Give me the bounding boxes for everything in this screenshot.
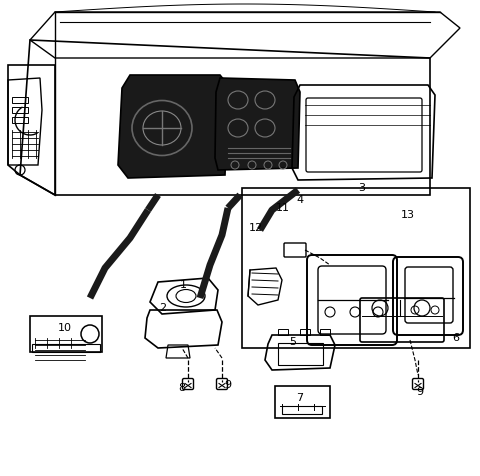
- Text: 8: 8: [179, 383, 186, 393]
- Text: 5: 5: [289, 337, 297, 347]
- Text: 9: 9: [225, 380, 231, 390]
- Text: 4: 4: [297, 195, 303, 205]
- Bar: [278, 343, 323, 365]
- Bar: [275, 386, 330, 418]
- Text: 9: 9: [417, 387, 423, 397]
- Text: 13: 13: [401, 210, 415, 220]
- Bar: [278, 329, 288, 335]
- Bar: [300, 329, 310, 335]
- Text: 7: 7: [297, 393, 303, 403]
- Bar: [32, 344, 100, 352]
- Text: 3: 3: [359, 183, 365, 193]
- Text: 6: 6: [453, 333, 459, 343]
- Bar: [30, 316, 102, 352]
- Polygon shape: [118, 75, 228, 178]
- Bar: [12, 107, 28, 113]
- Text: 2: 2: [159, 303, 167, 313]
- Text: 1: 1: [180, 280, 187, 290]
- Polygon shape: [215, 78, 300, 170]
- Bar: [282, 406, 322, 414]
- Bar: [242, 188, 470, 348]
- Text: 11: 11: [276, 203, 290, 213]
- Bar: [12, 117, 28, 123]
- Bar: [12, 97, 28, 103]
- Bar: [320, 329, 330, 335]
- Text: 12: 12: [249, 223, 263, 233]
- Text: 10: 10: [58, 323, 72, 333]
